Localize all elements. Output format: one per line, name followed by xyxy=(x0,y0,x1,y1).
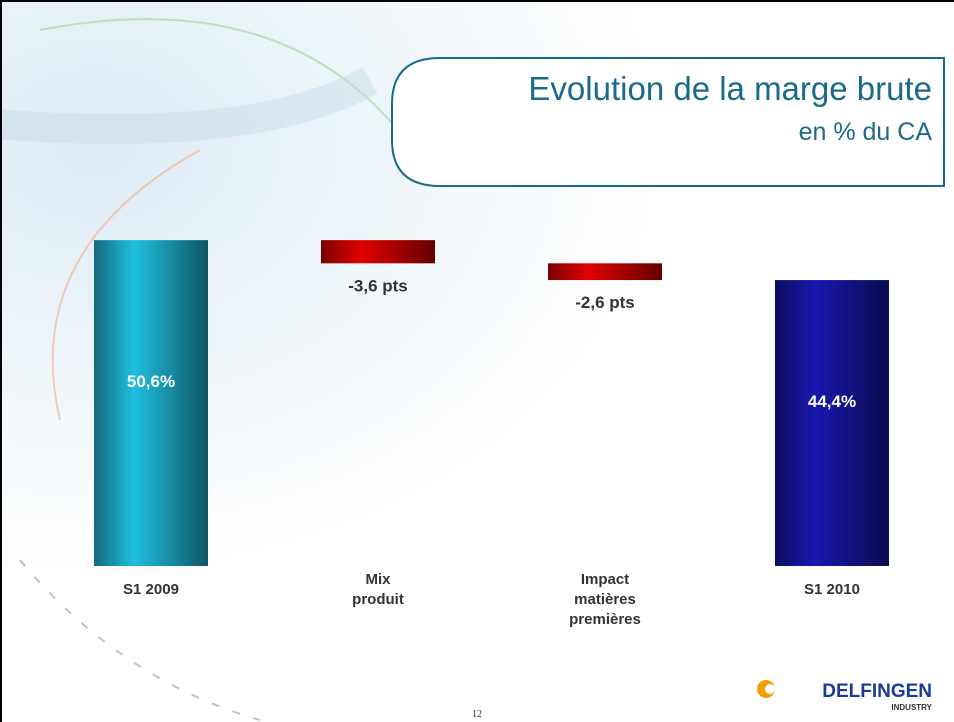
value-label: 50,6% xyxy=(127,372,175,391)
logo-text: DELFINGEN xyxy=(822,681,932,702)
page-number: 12 xyxy=(472,709,482,720)
bar xyxy=(775,280,889,566)
x-tick-label: S1 2009 xyxy=(123,581,179,598)
value-label: 44,4% xyxy=(808,392,856,411)
x-tick-label: matières xyxy=(574,591,636,608)
bar xyxy=(321,240,435,263)
logo-subtext: INDUSTRY xyxy=(891,703,932,712)
slide: Evolution de la marge brute en % du CA D… xyxy=(0,0,954,722)
value-label: -3,6 pts xyxy=(348,276,408,295)
bar xyxy=(548,263,662,280)
logo-icon xyxy=(765,684,775,694)
chart-title: Evolution de la marge brute xyxy=(528,70,932,107)
x-tick-label: S1 2010 xyxy=(804,581,860,598)
x-tick-label: Mix xyxy=(365,571,391,588)
value-label: -2,6 pts xyxy=(575,293,635,312)
chart-subtitle: en % du CA xyxy=(799,118,933,146)
x-tick-label: produit xyxy=(352,591,404,608)
x-tick-label: Impact xyxy=(581,571,629,588)
x-tick-label: premières xyxy=(569,611,641,628)
bar xyxy=(94,240,208,566)
